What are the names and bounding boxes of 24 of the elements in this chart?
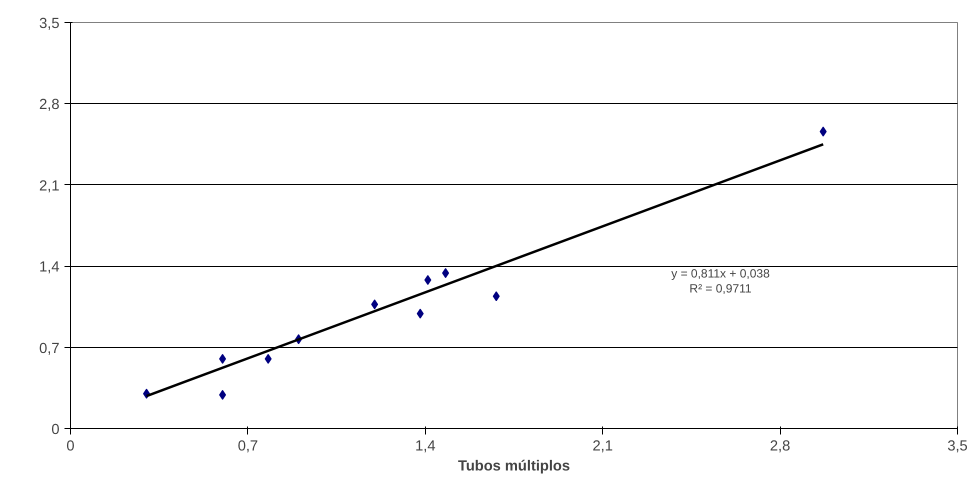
y-tick-label: 3,5 xyxy=(39,16,60,32)
point xyxy=(492,291,500,302)
point xyxy=(371,299,378,310)
annotation: y = 0,811x + 0,038 xyxy=(671,266,770,280)
x-tick-label: 1,4 xyxy=(415,438,436,454)
point xyxy=(820,126,827,137)
annotation: R² = 0,9711 xyxy=(689,282,752,296)
point xyxy=(264,354,272,364)
x-axis-title: Tubos múltiplos xyxy=(458,458,570,474)
x-tick-label: 2,8 xyxy=(770,438,790,454)
y-tick-label: 0,7 xyxy=(39,340,60,357)
point xyxy=(219,390,226,400)
y-tick-label: 1,4 xyxy=(39,260,60,276)
x-tick-label: 2,1 xyxy=(592,438,613,454)
point xyxy=(442,268,450,278)
point xyxy=(416,308,424,319)
point xyxy=(219,354,226,364)
x-tick-label: 3,5 xyxy=(947,438,968,454)
point xyxy=(424,275,432,286)
x-tick-label: 0 xyxy=(66,438,75,454)
y-tick-label: 2,1 xyxy=(39,178,60,194)
x-tick-label: 0,7 xyxy=(238,438,258,454)
y-tick-label: 2,8 xyxy=(39,97,60,114)
y-tick-label: 0 xyxy=(51,422,60,438)
